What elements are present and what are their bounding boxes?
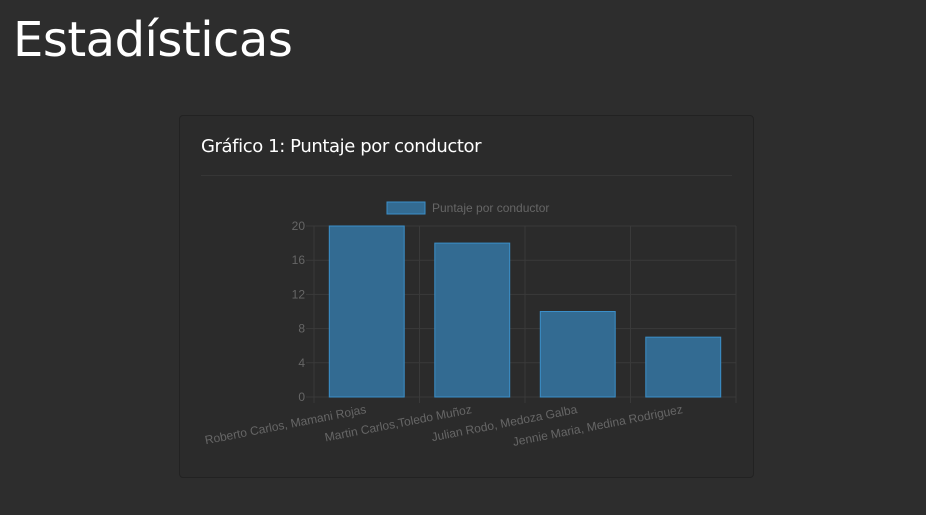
y-tick-label: 0: [298, 390, 305, 404]
y-tick-label: 4: [298, 356, 305, 370]
bar: [646, 337, 721, 397]
bar: [329, 226, 404, 397]
bar: [435, 243, 510, 397]
y-tick-label: 20: [292, 219, 306, 233]
legend-label: Puntaje por conductor: [432, 201, 549, 215]
bar: [540, 312, 615, 398]
y-tick-label: 16: [292, 253, 306, 267]
legend-swatch: [387, 202, 425, 214]
chart-card: Gráfico 1: Puntaje por conductor 0 4 8 12 16…: [179, 115, 754, 478]
y-tick-label: 8: [298, 322, 305, 336]
y-tick-label: 12: [292, 287, 306, 301]
page-title: Estadísticas: [13, 8, 292, 72]
